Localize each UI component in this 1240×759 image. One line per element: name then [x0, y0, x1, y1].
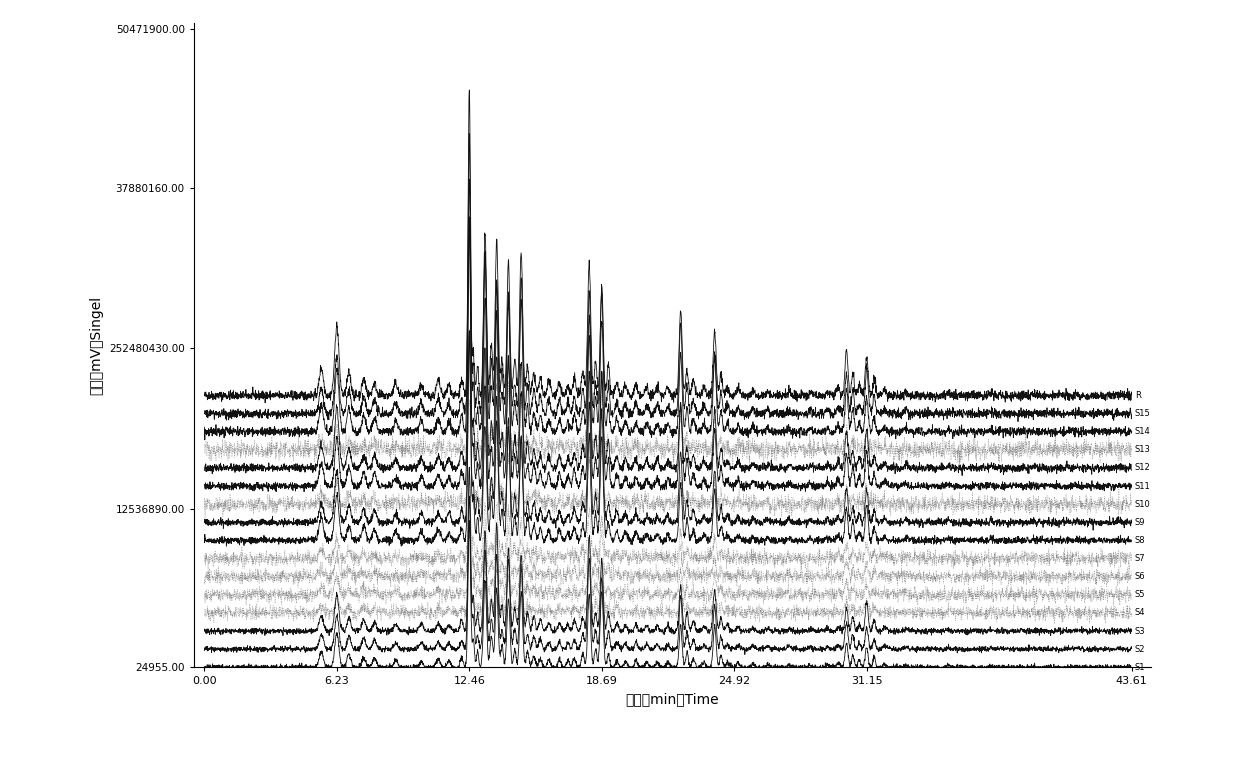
- Text: S3: S3: [1135, 626, 1146, 635]
- Text: S5: S5: [1135, 591, 1146, 600]
- Text: S4: S4: [1135, 609, 1146, 617]
- Text: R: R: [1135, 391, 1141, 400]
- Text: S6: S6: [1135, 572, 1146, 581]
- Y-axis label: 信号（mV）Singel: 信号（mV）Singel: [89, 295, 103, 395]
- Text: S10: S10: [1135, 499, 1151, 509]
- Text: S13: S13: [1135, 446, 1151, 455]
- Text: S1: S1: [1135, 663, 1146, 672]
- Text: S14: S14: [1135, 427, 1151, 436]
- X-axis label: 时间（min）Time: 时间（min）Time: [625, 692, 719, 706]
- Text: S2: S2: [1135, 644, 1146, 653]
- Text: S7: S7: [1135, 554, 1146, 563]
- Text: S9: S9: [1135, 518, 1146, 527]
- Text: S15: S15: [1135, 409, 1151, 418]
- Text: S11: S11: [1135, 482, 1151, 490]
- Text: S8: S8: [1135, 536, 1146, 545]
- Text: S12: S12: [1135, 464, 1151, 473]
